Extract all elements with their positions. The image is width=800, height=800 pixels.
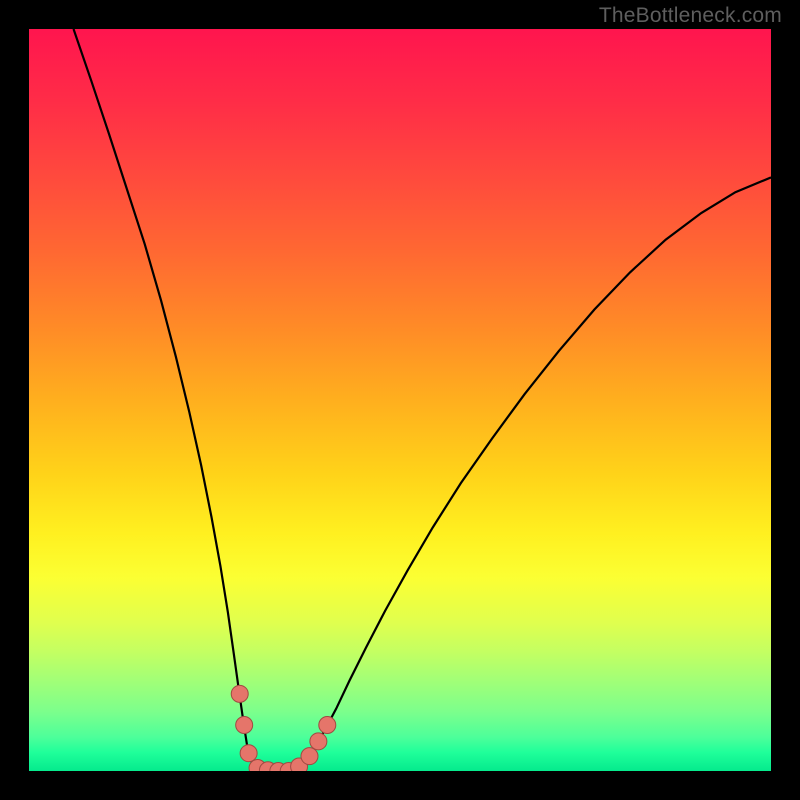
chart-area xyxy=(29,29,771,771)
data-marker xyxy=(236,717,253,734)
chart-svg xyxy=(29,29,771,771)
data-marker xyxy=(231,685,248,702)
data-marker xyxy=(301,748,318,765)
watermark-text: TheBottleneck.com xyxy=(599,4,782,28)
data-marker xyxy=(240,745,257,762)
data-marker xyxy=(310,733,327,750)
data-marker xyxy=(319,717,336,734)
chart-background xyxy=(29,29,771,771)
